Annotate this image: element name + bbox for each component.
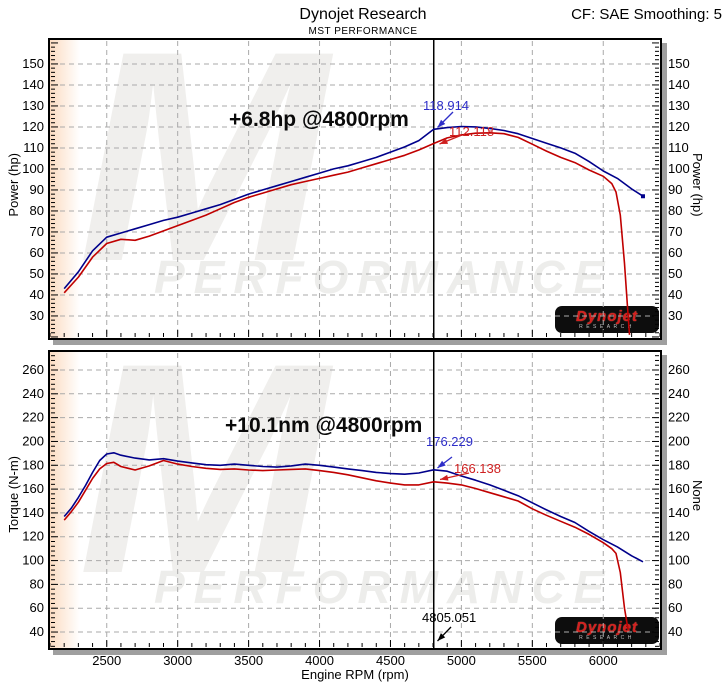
svg-text:180: 180 xyxy=(668,457,690,472)
svg-text:220: 220 xyxy=(22,410,44,425)
svg-text:100: 100 xyxy=(22,553,44,568)
watermark-text: PERFORMANCE xyxy=(154,561,614,613)
svg-text:100: 100 xyxy=(22,161,44,176)
dynojet-logo-text: Dynojet xyxy=(575,307,638,325)
svg-text:80: 80 xyxy=(668,576,682,591)
svg-text:5500: 5500 xyxy=(518,653,547,668)
svg-text:140: 140 xyxy=(22,505,44,520)
svg-text:60: 60 xyxy=(30,600,44,615)
svg-text:40: 40 xyxy=(668,287,682,302)
smoothing-info: CF: SAE Smoothing: 5 xyxy=(571,6,722,23)
svg-text:30: 30 xyxy=(668,308,682,323)
svg-text:160: 160 xyxy=(22,481,44,496)
dynojet-logo-subtext: RESEARCH xyxy=(579,323,635,330)
svg-text:220: 220 xyxy=(668,410,690,425)
svg-text:240: 240 xyxy=(22,386,44,401)
svg-text:110: 110 xyxy=(23,140,44,155)
dynojet-logo: Dynojet RESEARCH xyxy=(555,617,659,644)
x-axis-label: Engine RPM (rpm) xyxy=(301,667,409,682)
torque-y-axis-label-right: None xyxy=(690,480,705,512)
svg-text:3500: 3500 xyxy=(234,653,263,668)
svg-text:60: 60 xyxy=(668,245,682,260)
svg-text:3000: 3000 xyxy=(163,653,192,668)
svg-text:50: 50 xyxy=(668,266,682,281)
svg-text:90: 90 xyxy=(668,182,682,197)
svg-text:70: 70 xyxy=(30,224,44,239)
svg-text:40: 40 xyxy=(30,624,44,639)
svg-text:5000: 5000 xyxy=(447,653,476,668)
watermark-gradient xyxy=(50,40,80,338)
svg-text:200: 200 xyxy=(22,433,44,448)
svg-text:80: 80 xyxy=(30,576,44,591)
svg-text:50: 50 xyxy=(30,266,44,281)
torque-gain-annotation: +10.1nm @4800rpm xyxy=(225,414,423,437)
svg-text:120: 120 xyxy=(668,119,690,134)
svg-text:260: 260 xyxy=(22,362,44,377)
svg-text:200: 200 xyxy=(668,433,690,448)
svg-text:4000: 4000 xyxy=(305,653,334,668)
svg-text:80: 80 xyxy=(30,203,44,218)
svg-text:100: 100 xyxy=(668,161,690,176)
power-before-readout: 112.118 xyxy=(449,124,495,139)
svg-text:40: 40 xyxy=(30,287,44,302)
svg-text:110: 110 xyxy=(668,140,689,155)
svg-text:100: 100 xyxy=(668,553,690,568)
svg-text:70: 70 xyxy=(668,224,682,239)
svg-text:90: 90 xyxy=(30,182,44,197)
power-after-readout: 118.914 xyxy=(423,98,470,113)
torque-plot-area: M PERFORMANCE xyxy=(48,350,662,650)
svg-text:140: 140 xyxy=(668,77,690,92)
power-y-axis-label-right: Power (hp) xyxy=(690,153,705,217)
svg-text:60: 60 xyxy=(668,600,682,615)
svg-text:2500: 2500 xyxy=(92,653,121,668)
torque-after-readout: 176.229 xyxy=(426,434,473,449)
svg-text:180: 180 xyxy=(22,457,44,472)
svg-text:240: 240 xyxy=(668,386,690,401)
report-title: Dynojet Research xyxy=(299,6,427,23)
watermark-gradient xyxy=(50,352,80,648)
svg-text:130: 130 xyxy=(668,98,690,113)
torque-y-axis-label-left: Torque (N-m) xyxy=(6,456,21,533)
svg-text:260: 260 xyxy=(668,362,690,377)
report-subtitle: MST PERFORMANCE xyxy=(308,26,418,37)
power-plot-area: M PERFORMANCE xyxy=(48,38,662,340)
svg-text:60: 60 xyxy=(30,245,44,260)
svg-text:150: 150 xyxy=(22,56,44,71)
svg-text:150: 150 xyxy=(668,56,690,71)
torque-before-readout: 166.138 xyxy=(454,461,501,476)
dynojet-logo: Dynojet RESEARCH xyxy=(555,306,659,333)
svg-text:160: 160 xyxy=(668,481,690,496)
svg-text:140: 140 xyxy=(22,77,44,92)
svg-text:30: 30 xyxy=(30,308,44,323)
power-y-axis-label-left: Power (hp) xyxy=(6,153,21,217)
cursor-rpm-readout: 4805.051 xyxy=(422,610,477,625)
svg-text:120: 120 xyxy=(22,529,44,544)
dynojet-logo-text: Dynojet xyxy=(575,618,638,636)
svg-text:120: 120 xyxy=(668,529,690,544)
svg-text:80: 80 xyxy=(668,203,682,218)
svg-text:140: 140 xyxy=(668,505,690,520)
svg-text:4500: 4500 xyxy=(376,653,405,668)
svg-text:40: 40 xyxy=(668,624,682,639)
watermark-text: PERFORMANCE xyxy=(154,251,614,303)
svg-text:120: 120 xyxy=(22,119,44,134)
dynojet-logo-subtext: RESEARCH xyxy=(579,634,635,641)
svg-text:6000: 6000 xyxy=(589,653,618,668)
svg-text:130: 130 xyxy=(22,98,44,113)
power-gain-annotation: +6.8hp @4800rpm xyxy=(229,108,409,131)
